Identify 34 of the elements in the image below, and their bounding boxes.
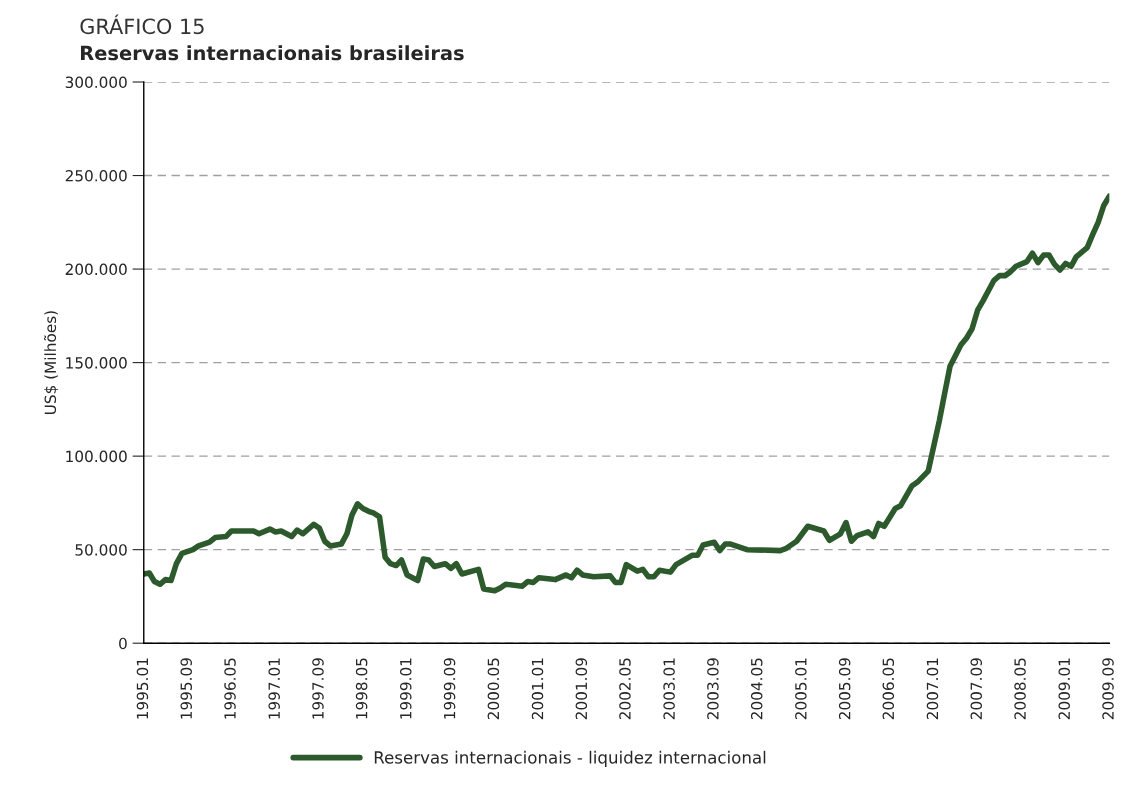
y-axis-title: US$ (Milhões) <box>44 311 59 414</box>
x-tick-label: 2008.05 <box>1014 658 1026 720</box>
x-tick-label: 2002.05 <box>619 658 631 720</box>
x-tick-label: 1995.01 <box>136 658 149 719</box>
y-tick-label: 200.000 <box>65 263 127 276</box>
x-tick-label: 2000.05 <box>487 658 500 720</box>
x-tick-label: 2004.05 <box>750 658 763 720</box>
y-tick-label: 100.000 <box>66 450 127 463</box>
x-tick-label: 1999.09 <box>443 658 456 719</box>
x-tick-label: 2007.09 <box>970 658 983 720</box>
x-tick-label: 1997.09 <box>312 658 324 719</box>
legend-label: Reservas internacionais - liquidez internacional <box>374 750 766 767</box>
x-tick-label: 1995.09 <box>180 658 192 719</box>
x-tick-label: 2001.09 <box>575 658 588 720</box>
x-tick-label: 2005.01 <box>795 658 807 720</box>
x-tick-label: 2005.09 <box>838 658 851 720</box>
x-tick-label: 1996.05 <box>224 658 236 719</box>
x-tick-label: 1998.05 <box>355 658 368 719</box>
x-tick-label: 2007.01 <box>926 658 939 720</box>
chart-subtitle: Reservas internacionais brasileiras <box>81 45 464 61</box>
y-tick-label: 250.000 <box>65 170 127 182</box>
x-tick-label: 1997.01 <box>268 658 280 719</box>
chart-title: GRÁFICO 15 <box>80 14 204 35</box>
x-tick-label: 2009.01 <box>1058 658 1070 720</box>
x-tick-label: 2003.01 <box>663 658 675 720</box>
x-tick-label: 2001.01 <box>531 658 544 720</box>
x-tick-label: 2009.09 <box>1102 658 1114 720</box>
x-tick-label: 2006.05 <box>882 658 895 720</box>
x-tick-label: 1999.01 <box>399 658 412 719</box>
y-tick-label: 50.000 <box>75 544 127 556</box>
y-tick-label: 0 <box>119 637 127 650</box>
y-tick-label: 300.000 <box>65 76 127 89</box>
y-tick-label: 150.000 <box>66 357 127 369</box>
x-tick-label: 2003.09 <box>707 658 719 720</box>
